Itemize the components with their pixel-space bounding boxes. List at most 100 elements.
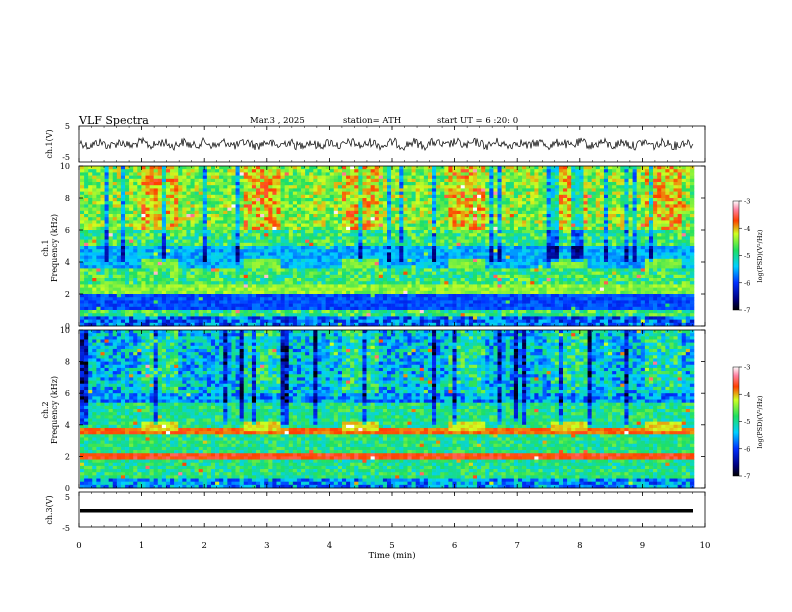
spectrogram-cell — [313, 262, 318, 266]
spectrogram-cell — [260, 236, 265, 240]
spectrogram-cell — [133, 182, 138, 186]
spectrogram-cell — [370, 207, 376, 212]
spectrogram-cell — [481, 262, 486, 266]
spectrogram-cell — [485, 214, 490, 218]
spectrogram-cell — [215, 207, 220, 212]
spectrogram-cell — [448, 242, 453, 247]
spectrogram-cell — [137, 281, 142, 285]
spectrogram-cell — [468, 290, 474, 295]
spectrogram-cell — [239, 252, 245, 256]
spectrogram-cell — [452, 271, 457, 276]
spectrogram-cell — [194, 268, 199, 272]
spectrogram-cell — [88, 175, 93, 180]
spectrogram-cell — [436, 223, 441, 228]
spectrogram-cell — [333, 220, 339, 224]
spectrogram-cell — [215, 198, 220, 202]
spectrogram-cell — [260, 242, 265, 247]
spectrogram-cell — [477, 278, 482, 282]
spectrogram-cell — [346, 242, 351, 247]
spectrogram-cell — [366, 322, 371, 327]
spectrogram-cell — [309, 175, 314, 180]
spectrogram-cell — [477, 236, 482, 240]
spectrogram-cell — [165, 303, 171, 308]
spectrogram-cell — [100, 271, 105, 276]
spectrogram-cell — [436, 316, 441, 320]
spectrogram-cell — [137, 214, 142, 218]
spectrogram-cell — [133, 246, 138, 250]
spectrogram-cell — [247, 310, 253, 314]
spectrogram-cell — [329, 236, 335, 240]
spectrogram-cell — [215, 175, 220, 180]
spectrogram-cell — [309, 322, 314, 327]
spectrogram-cell — [288, 233, 294, 237]
spectrogram-cell — [313, 246, 318, 250]
spectrogram-cell — [153, 185, 159, 189]
spectrogram-cell — [370, 255, 376, 260]
spectrogram-cell — [260, 319, 265, 324]
spectrogram-cell — [329, 287, 335, 292]
spectrogram-cell — [301, 300, 306, 304]
spectrogram-cell — [116, 201, 122, 205]
spectrogram-cell — [317, 223, 322, 228]
spectrogram-cell — [264, 274, 269, 279]
spectrogram-cell — [227, 268, 232, 272]
spectrogram-cell — [145, 169, 150, 173]
spectrogram-cell — [108, 246, 114, 250]
spectrogram-cell — [231, 258, 236, 263]
spectrogram-cell — [346, 169, 351, 173]
spectrogram-cell — [436, 310, 441, 314]
spectrogram-cell — [276, 204, 281, 208]
spectrogram-cell — [243, 188, 249, 192]
spectrogram-cell — [260, 175, 265, 180]
spectrogram-cell — [452, 262, 457, 266]
spectrogram-cell — [264, 230, 269, 234]
spectrogram-cell — [174, 242, 179, 247]
spectrogram-cell — [325, 322, 330, 327]
spectrogram-cell — [313, 175, 318, 180]
spectrogram-cell — [198, 322, 204, 327]
spectrogram-cell — [182, 290, 187, 295]
spectrogram-cell — [129, 230, 134, 234]
spectrogram-cell — [116, 230, 122, 234]
spectrogram-cell — [329, 268, 335, 272]
spectrogram-cell — [477, 169, 482, 173]
spectrogram-cell — [202, 313, 208, 317]
spectrogram-cell — [80, 303, 85, 308]
spectrogram-cell — [411, 319, 416, 324]
spectrogram-cell — [161, 246, 167, 250]
spectrogram-cell — [370, 210, 376, 215]
spectrogram-cell — [321, 188, 326, 192]
spectrogram-cell — [309, 169, 314, 173]
spectrogram-cell — [440, 319, 445, 324]
spectrogram-cell — [125, 294, 130, 298]
spectrogram-cell — [448, 226, 453, 231]
spectrogram-cell — [415, 242, 421, 247]
spectrogram-cell — [301, 274, 306, 279]
spectrogram-cell — [125, 214, 130, 218]
spectrogram-cell — [432, 306, 437, 311]
spectrogram-cell — [333, 172, 339, 176]
spectrogram-cell — [313, 220, 318, 224]
spectrogram-cell — [321, 226, 326, 231]
spectrogram-cell — [264, 294, 269, 298]
spectrogram-cell — [108, 271, 114, 276]
spectrogram-cell — [468, 271, 474, 276]
spectrogram-cell — [100, 233, 105, 237]
spectrogram-cell — [313, 252, 318, 256]
spectrogram-cell — [440, 271, 445, 276]
spectrogram-cell — [411, 249, 416, 253]
spectrogram-cell — [284, 284, 290, 288]
spectrogram-cell — [108, 198, 114, 202]
spectrogram-cell — [366, 220, 371, 224]
spectrogram-cell — [407, 271, 412, 276]
spectrogram-cell — [292, 319, 298, 324]
spectrogram-cell — [468, 297, 474, 301]
spectrogram-cell — [305, 300, 310, 304]
spectrogram-cell — [280, 220, 285, 224]
spectrogram-cell — [378, 258, 384, 263]
spectrogram-cell — [321, 313, 326, 317]
spectrogram-cell — [452, 223, 457, 228]
spectrogram-cell — [440, 303, 445, 308]
spectrogram-cell — [219, 258, 224, 263]
spectrogram-cell — [358, 294, 363, 298]
